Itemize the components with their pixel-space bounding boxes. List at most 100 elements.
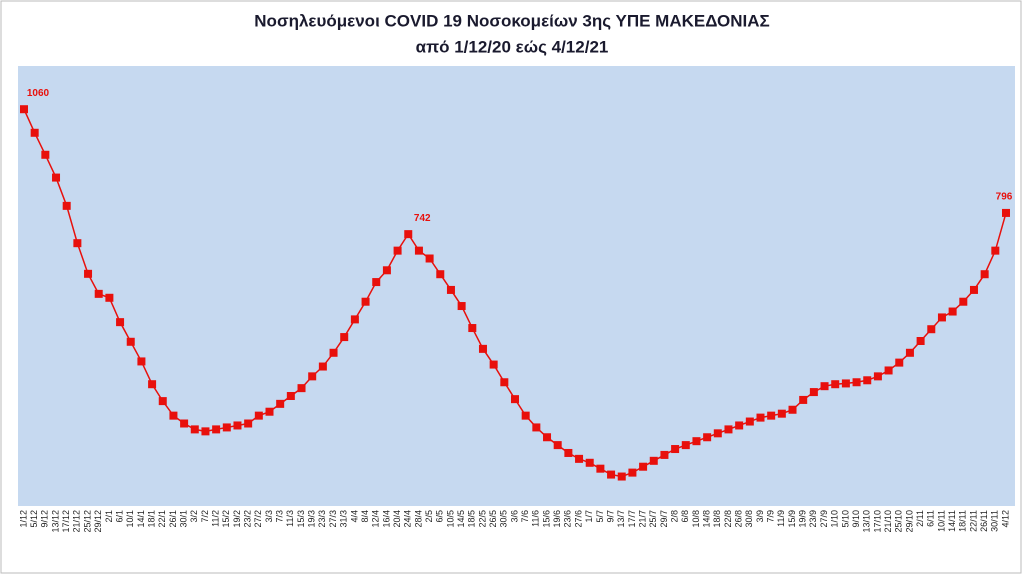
x-tick-label: 6/5	[435, 510, 445, 523]
point-marker	[393, 246, 402, 255]
value-label: 1060	[27, 88, 50, 99]
x-tick-label: 30/8	[744, 510, 754, 528]
point-marker	[511, 395, 519, 404]
x-tick-label: 9/10	[851, 510, 861, 528]
point-marker	[756, 413, 765, 422]
point-marker	[745, 417, 754, 426]
x-tick-label: 30/11	[990, 510, 1000, 532]
point-marker	[297, 384, 306, 393]
point-marker	[212, 425, 221, 434]
x-tick-label: 17/10	[872, 510, 882, 533]
chart-title: Νοσηλευόμενοι COVID 19 Νοσοκομείων 3ης Υ…	[254, 11, 769, 30]
x-tick-label: 7/9	[766, 510, 776, 523]
point-marker	[905, 348, 914, 357]
x-tick-label: 18/11	[958, 510, 968, 532]
point-marker	[265, 407, 274, 416]
point-marker	[703, 433, 712, 442]
point-marker	[841, 379, 850, 388]
point-marker	[308, 372, 317, 381]
x-tick-label: 12/4	[371, 510, 381, 528]
x-tick-label: 29/12	[93, 510, 103, 533]
point-marker	[233, 421, 242, 430]
x-tick-label: 26/8	[734, 510, 744, 528]
x-tick-label: 17/7	[627, 510, 637, 528]
x-tick-label: 6/11	[926, 510, 936, 527]
point-marker	[180, 419, 189, 428]
x-tick-label: 7/3	[275, 510, 285, 523]
x-tick-label: 29/10	[904, 510, 914, 533]
point-marker	[148, 380, 157, 389]
point-marker	[628, 468, 637, 477]
point-marker	[446, 285, 455, 294]
point-marker	[254, 411, 263, 420]
point-marker	[681, 441, 690, 450]
point-marker	[20, 105, 28, 114]
x-tick-label: 11/6	[531, 510, 541, 527]
point-marker	[222, 423, 231, 432]
point-marker	[73, 239, 82, 248]
x-tick-label: 3/9	[755, 510, 765, 523]
x-tick-label: 18/5	[467, 510, 477, 528]
x-tick-label: 10/11	[936, 510, 946, 532]
point-marker	[190, 425, 199, 434]
point-marker	[521, 411, 530, 420]
point-marker	[991, 246, 1000, 255]
x-tick-label: 6/8	[680, 510, 690, 523]
x-tick-label: 26/1	[168, 510, 178, 528]
x-tick-label: 19/3	[307, 510, 317, 528]
point-marker	[788, 405, 797, 414]
x-tick-label: 24/4	[403, 510, 413, 528]
x-tick-label: 2/11	[915, 510, 925, 527]
x-tick-label: 23/2	[243, 510, 253, 528]
x-tick-label: 1/7	[584, 510, 594, 523]
point-marker	[639, 462, 648, 471]
x-tick-label: 13/7	[616, 510, 626, 528]
x-tick-label: 9/12	[40, 510, 50, 528]
point-marker	[329, 348, 338, 357]
point-marker	[831, 380, 840, 389]
x-tick-label: 14/1	[136, 510, 146, 528]
x-tick-label: 2/5	[424, 510, 434, 523]
x-tick-label: 25/7	[648, 510, 658, 528]
x-tick-label: 20/4	[392, 510, 402, 528]
x-tick-label: 15/2	[221, 510, 231, 528]
x-tick-label: 19/9	[798, 510, 808, 528]
x-tick-label: 3/3	[264, 510, 274, 523]
x-tick-label: 10/5	[445, 510, 455, 528]
point-marker	[884, 366, 893, 375]
x-tick-label: 21/7	[637, 510, 647, 528]
point-marker	[959, 297, 968, 306]
point-marker	[52, 173, 61, 182]
x-tick-label: 4/4	[349, 510, 359, 523]
x-tick-label: 16/4	[381, 510, 391, 528]
point-marker	[649, 456, 658, 465]
point-marker	[361, 297, 370, 306]
point-marker	[948, 307, 957, 316]
point-marker	[575, 454, 584, 463]
point-marker	[937, 313, 946, 322]
x-tick-label: 21/12	[72, 510, 82, 533]
x-tick-label: 11/3	[285, 510, 295, 527]
point-marker	[980, 270, 989, 279]
point-marker	[137, 357, 146, 366]
point-marker	[276, 399, 285, 408]
chart-subtitle: από 1/12/20 εώς 4/12/21	[416, 37, 609, 56]
x-tick-label: 25/10	[894, 510, 904, 533]
point-marker	[543, 433, 552, 442]
point-marker	[30, 128, 39, 137]
point-marker	[94, 289, 103, 298]
point-marker	[350, 315, 359, 324]
x-tick-label: 22/11	[968, 510, 978, 532]
point-marker	[41, 150, 50, 159]
x-tick-label: 31/3	[339, 510, 349, 528]
x-tick-label: 18/1	[146, 510, 156, 528]
x-tick-label: 7/2	[200, 510, 210, 523]
plot-area	[18, 66, 1015, 506]
x-tick-label: 7/6	[520, 510, 530, 523]
point-marker	[382, 266, 391, 275]
x-tick-label: 23/9	[808, 510, 818, 528]
point-marker	[873, 372, 882, 381]
point-marker	[553, 441, 562, 450]
x-tick-label: 14/8	[702, 510, 712, 528]
